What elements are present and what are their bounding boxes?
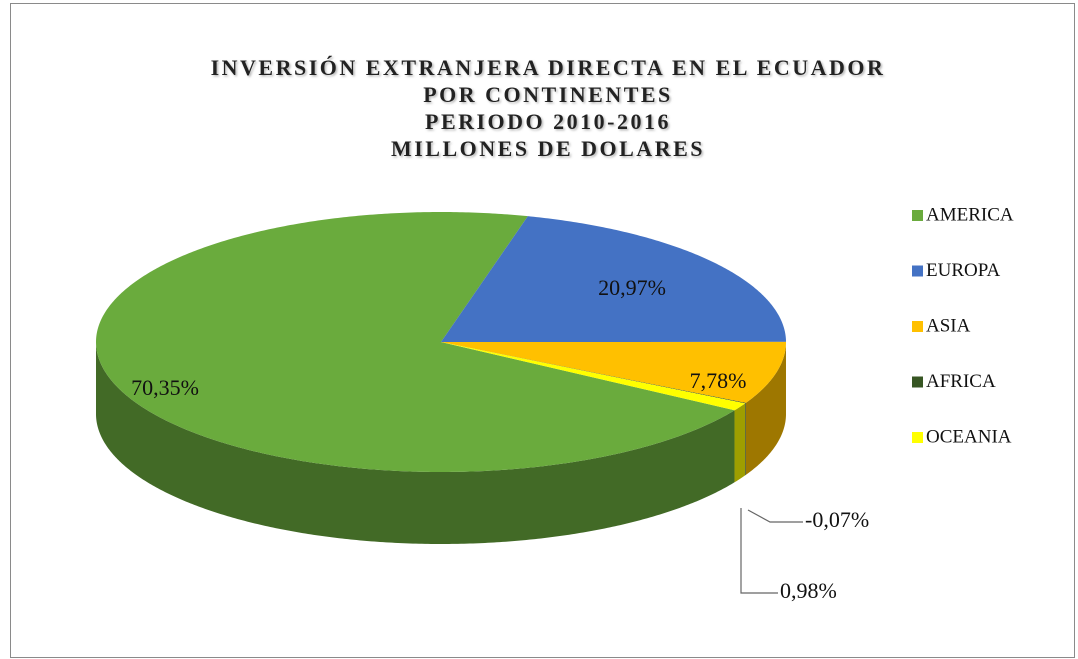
pie-slice <box>441 342 746 404</box>
pie-slice-side <box>96 342 735 544</box>
title-group: INVERSIÓN EXTRANJERA DIRECTA EN EL ECUAD… <box>211 55 886 161</box>
legend-label: AMERICA <box>926 204 1014 225</box>
legend-swatch <box>912 321 923 332</box>
legend-swatch <box>912 210 923 221</box>
data-label: 70,35% <box>131 375 199 400</box>
legend-label: AFRICA <box>926 371 996 392</box>
legend-label: OCEANIA <box>926 426 1012 447</box>
data-label: 20,97% <box>598 275 666 300</box>
legend-label: EUROPA <box>926 260 1001 281</box>
leader-line <box>740 508 778 594</box>
legend-swatch <box>912 432 923 443</box>
legend-swatch <box>912 376 923 388</box>
pie-slice <box>441 216 786 342</box>
pie-slice <box>441 342 746 411</box>
chart-title: INVERSIÓN EXTRANJERA DIRECTA EN EL ECUAD… <box>211 55 886 80</box>
chart-title: MILLONES DE DOLARES <box>391 136 705 161</box>
chart-title: PERIODO 2010-2016 <box>425 109 671 134</box>
pie-slice-side <box>745 402 746 476</box>
data-label: 0,98% <box>780 578 837 603</box>
leader-line <box>747 509 803 523</box>
pie-tops <box>96 212 786 472</box>
pie-slice <box>441 341 786 403</box>
pie-slice-side <box>745 343 786 475</box>
legend-swatch <box>912 265 923 277</box>
data-label: 7,78% <box>690 368 747 393</box>
legend-label: ASIA <box>926 315 971 336</box>
chart-title: POR CONTINENTES <box>423 82 673 107</box>
pie-slice-side <box>734 403 746 483</box>
data-label: -0,07% <box>805 507 869 532</box>
pie-slice <box>96 212 735 472</box>
pie-sides <box>96 342 786 544</box>
